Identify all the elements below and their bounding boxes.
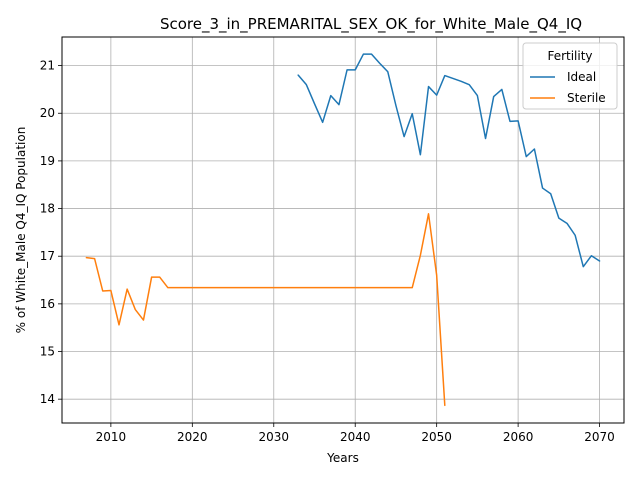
y-tick-label: 16 (40, 297, 55, 311)
y-axis-label: % of White_Male Q4_IQ Population (14, 127, 28, 334)
legend-label-ideal: Ideal (567, 70, 596, 84)
x-tick-label: 2030 (258, 430, 289, 444)
y-tick-label: 20 (40, 106, 55, 120)
legend-title: Fertility (547, 49, 592, 63)
x-tick-label: 2060 (503, 430, 534, 444)
x-tick-label: 2070 (584, 430, 615, 444)
y-tick-label: 14 (40, 392, 55, 406)
y-tick-label: 21 (40, 59, 55, 73)
x-axis-label: Years (326, 451, 359, 465)
y-tick-label: 18 (40, 202, 55, 216)
x-tick-label: 2050 (421, 430, 452, 444)
x-tick-label: 2010 (96, 430, 127, 444)
legend: Fertility Ideal Sterile (523, 43, 617, 109)
y-tick-label: 17 (40, 249, 55, 263)
chart-title: Score_3_in_PREMARITAL_SEX_OK_for_White_M… (160, 15, 582, 34)
x-tick-label: 2020 (177, 430, 208, 444)
x-tick-label: 2040 (340, 430, 371, 444)
y-tick-label: 15 (40, 345, 55, 359)
y-tick-label: 19 (40, 154, 55, 168)
legend-label-sterile: Sterile (567, 91, 606, 105)
